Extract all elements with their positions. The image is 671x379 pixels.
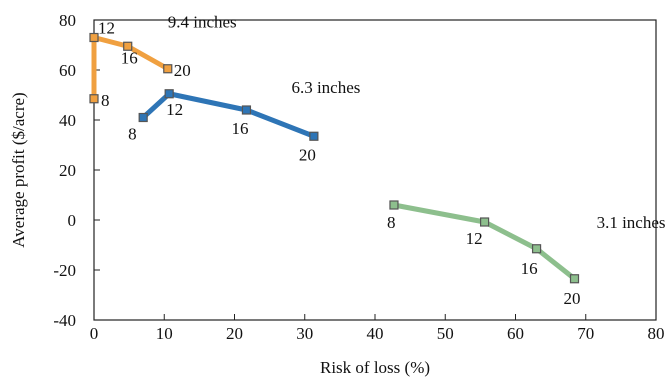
series-name-label: 6.3 inches [291, 78, 360, 97]
data-point [309, 131, 319, 141]
data-point [241, 105, 252, 115]
y-tick-label: -40 [53, 311, 76, 330]
point-label: 20 [299, 145, 316, 164]
series-layer: 8 12 16 20 9.4 inches 8 12 16 20 6.3 inches 8 12 16 2… [89, 12, 666, 308]
point-label: 16 [521, 259, 538, 278]
y-tick-label: 20 [59, 161, 76, 180]
x-tick-label: 60 [507, 324, 524, 343]
point-label: 12 [466, 229, 483, 248]
x-tick-label: 70 [577, 324, 594, 343]
series-line [91, 35, 171, 102]
x-tick-label: 10 [156, 324, 173, 343]
y-axis-title: Average profit ($/acre) [9, 92, 28, 247]
x-tick-label: 30 [296, 324, 313, 343]
y-tick-label: 80 [59, 11, 76, 30]
axes: 0 10 20 30 40 50 60 70 80 -40 -20 0 20 40 60 80 [53, 11, 664, 343]
point-label: 20 [564, 289, 581, 308]
series-0: 8 12 16 20 9.4 inches [89, 12, 237, 110]
series-line [391, 202, 578, 282]
point-label: 12 [98, 19, 115, 38]
x-tick-label: 40 [367, 324, 384, 343]
y-tick-label: 60 [59, 61, 76, 80]
x-tick-label: 80 [648, 324, 665, 343]
point-label: 12 [166, 100, 183, 119]
data-point [569, 274, 580, 284]
data-point [163, 64, 173, 74]
data-point [123, 41, 133, 51]
data-point [531, 244, 542, 254]
data-point [164, 89, 174, 99]
series-1: 8 12 16 20 6.3 inches [128, 78, 360, 164]
data-point [89, 94, 99, 104]
y-tick-label: 40 [59, 111, 76, 130]
point-label: 16 [231, 119, 248, 138]
data-point [89, 32, 99, 43]
data-point [138, 112, 148, 123]
series-name-label: 9.4 inches [168, 12, 237, 31]
x-tick-label: 0 [90, 324, 99, 343]
point-label: 20 [174, 61, 191, 80]
point-label: 16 [121, 48, 138, 67]
y-tick-label: -20 [53, 261, 76, 280]
series-line [140, 91, 317, 139]
point-label: 8 [101, 91, 110, 110]
point-label: 8 [387, 213, 396, 232]
x-tick-label: 50 [437, 324, 454, 343]
data-point [479, 217, 490, 227]
point-label: 8 [128, 125, 137, 144]
series-name-label: 3.1 inches [597, 213, 666, 232]
x-tick-label: 20 [226, 324, 243, 343]
series-2: 8 12 16 20 3.1 inches [387, 200, 666, 308]
y-tick-label: 0 [68, 211, 77, 230]
data-point [389, 200, 399, 210]
x-axis-title: Risk of loss (%) [320, 358, 430, 377]
